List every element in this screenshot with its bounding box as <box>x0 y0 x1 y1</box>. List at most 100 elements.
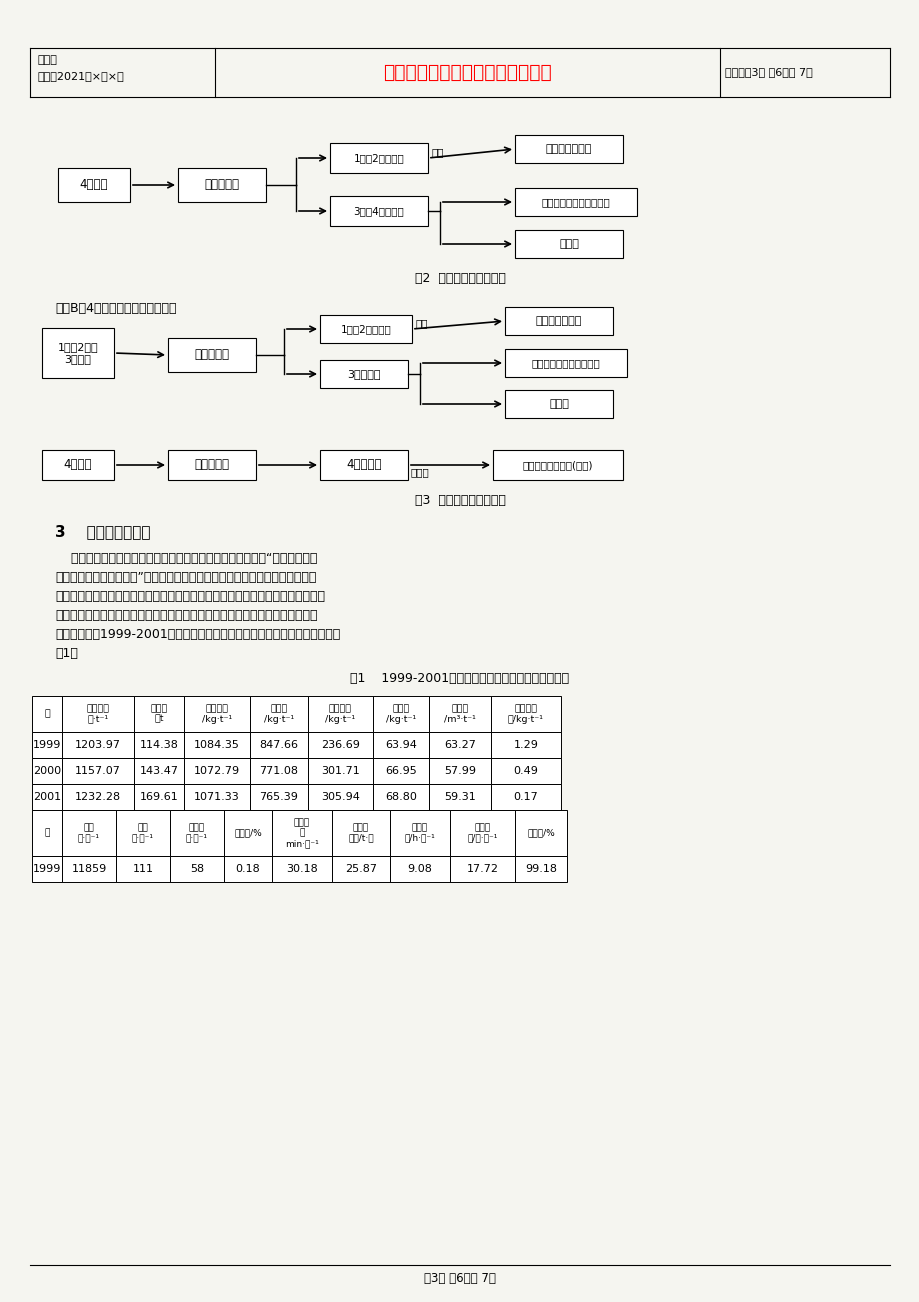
Text: 4号转炉: 4号转炉 <box>63 458 92 471</box>
Text: 钔产量
万t: 钔产量 万t <box>150 704 167 724</box>
Bar <box>505 307 612 335</box>
Bar <box>428 697 491 732</box>
Bar <box>32 697 62 732</box>
Text: 枪龄
炉·次⁻¹: 枪龄 炉·次⁻¹ <box>131 823 153 842</box>
Bar <box>32 758 62 784</box>
Text: 1999: 1999 <box>33 740 62 750</box>
Bar <box>332 855 390 881</box>
Bar <box>491 758 561 784</box>
Bar <box>308 758 372 784</box>
Bar <box>493 450 622 480</box>
Text: 连成率/%: 连成率/% <box>527 828 554 837</box>
Bar <box>116 855 170 881</box>
Text: 表1    1999-2001年炼钔厂转炉连铸主要技术经济指标: 表1 1999-2001年炼钔厂转炉连铸主要技术经济指标 <box>350 672 569 685</box>
Text: 高线厂及带钢厂一火成材: 高线厂及带钢厂一火成材 <box>541 197 609 207</box>
Text: 305.94: 305.94 <box>321 792 359 802</box>
Text: 图3  生产工艺流程示意图: 图3 生产工艺流程示意图 <box>414 493 505 506</box>
Text: 0.17: 0.17 <box>513 792 538 802</box>
Text: 25.87: 25.87 <box>345 865 377 874</box>
Text: 拟热送: 拟热送 <box>411 467 429 477</box>
Bar <box>184 784 250 810</box>
Bar <box>42 450 114 480</box>
Text: 石灰耗
/kg·t⁻¹: 石灰耗 /kg·t⁻¹ <box>385 704 415 724</box>
Text: 111: 111 <box>132 865 153 874</box>
Text: 847.66: 847.66 <box>259 740 298 750</box>
Text: 热送: 热送 <box>415 318 428 328</box>
Text: 连浇时
间/h·组⁻¹: 连浇时 间/h·组⁻¹ <box>404 823 435 842</box>
Text: 2000: 2000 <box>33 766 61 776</box>
Bar <box>372 697 428 732</box>
Bar <box>168 450 255 480</box>
Bar <box>223 810 272 855</box>
Text: 57.99: 57.99 <box>444 766 475 776</box>
Text: 三钔集团公司坚持以市场为导向，积极探索投资策略，确定“以适度扩大总: 三钔集团公司坚持以市场为导向，积极探索投资策略，确定“以适度扩大总 <box>55 552 317 565</box>
Text: 1203.97: 1203.97 <box>75 740 121 750</box>
Bar <box>62 758 134 784</box>
Bar <box>62 855 116 881</box>
Text: 书山有路勤为径，学海无涯苦作舟: 书山有路勤为径，学海无涯苦作舟 <box>382 62 550 82</box>
Bar <box>428 732 491 758</box>
Text: 钔鐵料耗
/kg·t⁻¹: 钔鐵料耗 /kg·t⁻¹ <box>201 704 232 724</box>
Bar <box>515 135 622 163</box>
Text: 0.49: 0.49 <box>513 766 538 776</box>
Text: 58: 58 <box>189 865 204 874</box>
Text: 高线二厂一火成材(在建): 高线二厂一火成材(在建) <box>522 460 593 470</box>
Bar <box>308 697 372 732</box>
Text: 771.08: 771.08 <box>259 766 298 776</box>
Bar <box>134 732 184 758</box>
Bar <box>330 197 427 227</box>
Text: 页码：第3页 兲6页共 7页: 页码：第3页 兲6页共 7页 <box>724 66 811 77</box>
Text: 钔包龄
炉·次⁻¹: 钔包龄 炉·次⁻¹ <box>186 823 208 842</box>
Bar <box>505 349 627 378</box>
Bar <box>372 732 428 758</box>
Bar <box>184 732 250 758</box>
Text: 1084.35: 1084.35 <box>194 740 240 750</box>
Bar <box>62 784 134 810</box>
Text: 114.38: 114.38 <box>140 740 178 750</box>
Bar <box>116 810 170 855</box>
Text: 型企业前茅。1999-2001年炼钔转炉连铸生产主要技术经济指标完成情况见表: 型企业前茅。1999-2001年炼钔转炉连铸生产主要技术经济指标完成情况见表 <box>55 628 340 641</box>
Text: 63.27: 63.27 <box>444 740 475 750</box>
Text: 第3页 兲6页共 7页: 第3页 兲6页共 7页 <box>424 1272 495 1285</box>
Text: 0.18: 0.18 <box>235 865 260 874</box>
Text: 年: 年 <box>44 710 50 719</box>
Bar <box>428 758 491 784</box>
Text: 301.71: 301.71 <box>321 766 359 776</box>
Bar <box>372 758 428 784</box>
Bar <box>428 784 491 810</box>
Text: 63.94: 63.94 <box>385 740 416 750</box>
Bar <box>515 810 566 855</box>
Text: 出口坯: 出口坯 <box>549 398 568 409</box>
Bar <box>32 784 62 810</box>
Bar <box>515 187 636 216</box>
Text: 棒材厂一火成材: 棒材厂一火成材 <box>535 316 582 326</box>
Bar <box>250 732 308 758</box>
Text: 4号连铸机: 4号连铸机 <box>346 458 381 471</box>
Text: 1号、2号连铸机: 1号、2号连铸机 <box>353 154 404 163</box>
Text: 炉龄、钔鐵料耗、铁水耗及连铸机作业率、连浇时间、连浇炉数等指标名列同类: 炉龄、钔鐵料耗、铁水耗及连铸机作业率、连浇时间、连浇炉数等指标名列同类 <box>55 609 317 622</box>
Bar <box>491 697 561 732</box>
Text: 1号、2号连铸机: 1号、2号连铸机 <box>340 324 391 335</box>
Text: 3    取得的主要成效: 3 取得的主要成效 <box>55 523 151 539</box>
Bar <box>515 230 622 258</box>
Bar <box>308 784 372 810</box>
Text: 1232.28: 1232.28 <box>74 792 121 802</box>
Text: 17.72: 17.72 <box>466 865 498 874</box>
Text: 9.08: 9.08 <box>407 865 432 874</box>
Text: 氧气耗
/m³·t⁻¹: 氧气耗 /m³·t⁻¹ <box>444 704 475 724</box>
Text: 废钔鐵耗
/kg·t⁻¹: 废钔鐵耗 /kg·t⁻¹ <box>325 704 356 724</box>
Bar <box>449 810 515 855</box>
Bar <box>372 784 428 810</box>
Text: 高线厂及带钢厂一火成材: 高线厂及带钢厂一火成材 <box>531 358 600 368</box>
Bar <box>62 697 134 732</box>
Text: 1072.79: 1072.79 <box>194 766 240 776</box>
Text: 11859: 11859 <box>72 865 107 874</box>
Text: 1号、2号、
3号转炉: 1号、2号、 3号转炉 <box>58 342 98 363</box>
Bar <box>58 168 130 202</box>
Bar <box>177 168 266 202</box>
Text: 169.61: 169.61 <box>140 792 178 802</box>
Text: 平均炉
产量/t·炉: 平均炉 产量/t·炉 <box>347 823 373 842</box>
Bar <box>32 810 62 855</box>
Bar <box>491 732 561 758</box>
Text: 图2  生产工艺流程示意图: 图2 生产工艺流程示意图 <box>414 272 505 285</box>
